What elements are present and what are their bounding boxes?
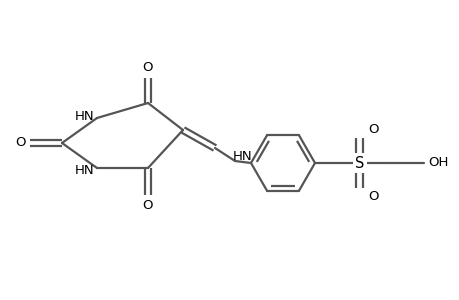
Text: S: S	[354, 155, 364, 170]
Text: O: O	[367, 123, 378, 136]
Text: O: O	[142, 199, 153, 212]
Text: O: O	[142, 61, 153, 74]
Text: HN: HN	[233, 150, 252, 163]
Text: HN: HN	[74, 164, 94, 176]
Text: HN: HN	[74, 110, 94, 122]
Text: O: O	[16, 136, 26, 149]
Text: O: O	[367, 190, 378, 203]
Text: OH: OH	[427, 157, 448, 169]
